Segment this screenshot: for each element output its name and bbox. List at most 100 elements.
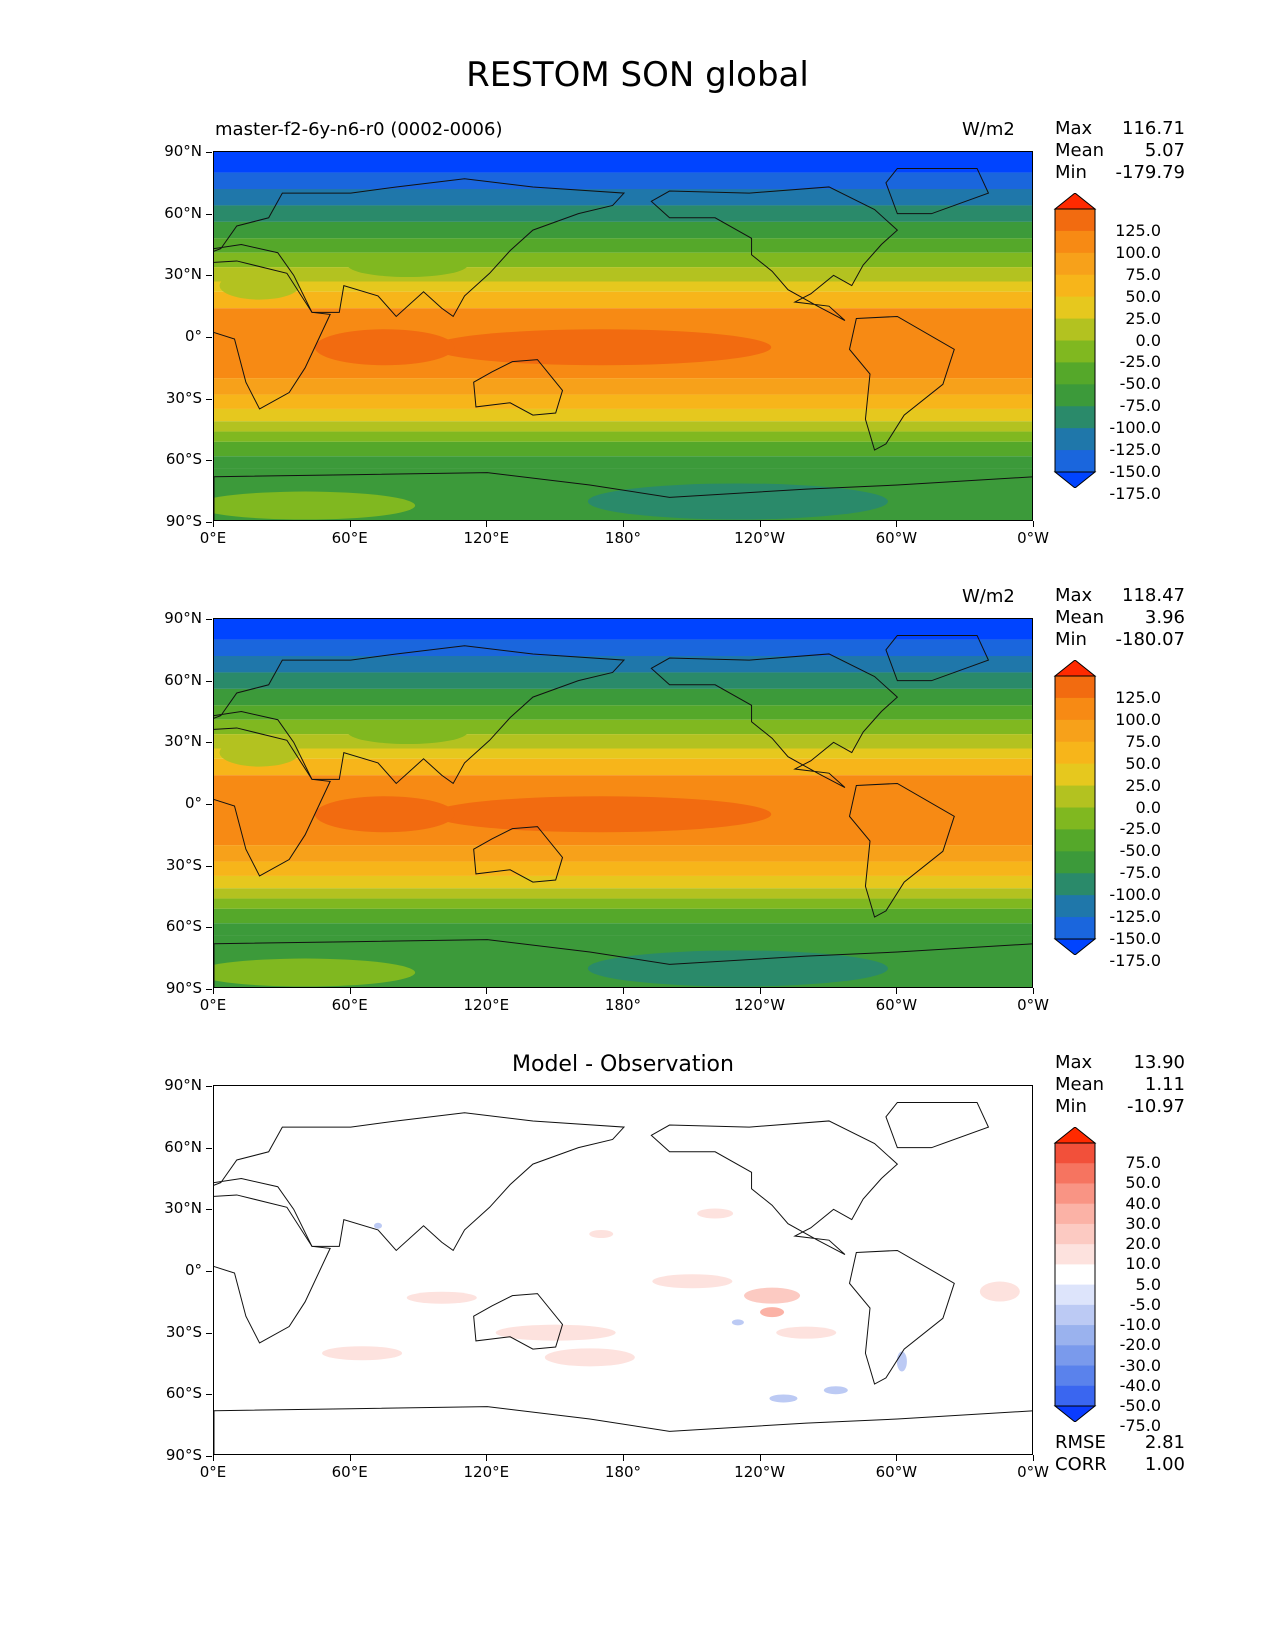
metrics-block: RMSE 2.81 CORR 1.00 bbox=[1055, 1432, 1185, 1476]
stat-label: Min bbox=[1055, 162, 1087, 183]
colorbar-tick-label: -100.0 bbox=[1109, 418, 1161, 438]
colorbar-tick-label: 40.0 bbox=[1125, 1193, 1161, 1213]
colorbar-tick-label: 50.0 bbox=[1125, 753, 1161, 773]
y-tick-label: 60°S bbox=[150, 1384, 212, 1402]
y-tick-label: 90°S bbox=[150, 512, 212, 530]
y-tick-label: 60°S bbox=[150, 450, 212, 468]
x-tick-label: 120°W bbox=[720, 988, 800, 1014]
colorbar-tick-label: 125.0 bbox=[1115, 220, 1161, 240]
y-tick-label: 90°N bbox=[150, 1076, 212, 1094]
colorbar-tick-label: 25.0 bbox=[1125, 775, 1161, 795]
colorbar-tick-label: 20.0 bbox=[1125, 1234, 1161, 1254]
x-tick-label: 180° bbox=[583, 1455, 663, 1481]
stat-label: Mean bbox=[1055, 607, 1105, 628]
x-tick-label: 0°W bbox=[993, 1455, 1073, 1481]
panel-observation: W/m2 Max 118.47 Mean 3.96 Min -180.07 125.0… bbox=[0, 585, 1275, 1035]
colorbar-tick-label: -25.0 bbox=[1119, 352, 1161, 372]
colorbar-tick-label: -30.0 bbox=[1119, 1355, 1161, 1375]
colorbar bbox=[1052, 1127, 1098, 1422]
colorbar-tick-label: 30.0 bbox=[1125, 1213, 1161, 1233]
colorbar-tick-label: -25.0 bbox=[1119, 819, 1161, 839]
colorbar-tick-label: -150.0 bbox=[1109, 929, 1161, 948]
stat-value: 3.96 bbox=[1144, 607, 1185, 628]
colorbar-tick-label: -125.0 bbox=[1109, 440, 1161, 460]
y-tick-label: 60°N bbox=[150, 204, 212, 222]
colorbar bbox=[1052, 660, 1098, 955]
x-tick-label: 60°W bbox=[856, 521, 936, 547]
stats-block: Max 116.71 Mean 5.07 Min -179.79 bbox=[1055, 118, 1185, 184]
map-plot bbox=[213, 1085, 1033, 1455]
stat-label: Mean bbox=[1055, 140, 1105, 161]
stat-value: -180.07 bbox=[1115, 629, 1185, 650]
colorbar-tick-label: 10.0 bbox=[1125, 1254, 1161, 1274]
stat-label: Max bbox=[1055, 585, 1093, 606]
x-tick-label: 180° bbox=[583, 521, 663, 547]
y-tick-label: 0° bbox=[150, 794, 212, 812]
figure-title: RESTOM SON global bbox=[466, 55, 809, 95]
colorbar-tick-label: 5.0 bbox=[1135, 1274, 1161, 1294]
stat-value: 118.47 bbox=[1122, 585, 1185, 606]
colorbar-tick-label: -20.0 bbox=[1119, 1335, 1161, 1355]
units-label: W/m2 bbox=[962, 586, 1015, 607]
panel-model: master-f2-6y-n6-r0 (0002-0006) W/m2 Max 1… bbox=[0, 118, 1275, 568]
colorbar-tick-label: -75.0 bbox=[1119, 396, 1161, 416]
colorbar bbox=[1052, 193, 1098, 488]
colorbar-tick-label: 0.0 bbox=[1135, 797, 1161, 817]
x-tick-label: 60°W bbox=[856, 988, 936, 1014]
colorbar-tick-label: -40.0 bbox=[1119, 1375, 1161, 1395]
stat-value: 13.90 bbox=[1133, 1052, 1185, 1073]
stat-label: Mean bbox=[1055, 1074, 1105, 1095]
metric-label: CORR bbox=[1055, 1454, 1107, 1475]
colorbar-tick-label: 75.0 bbox=[1125, 264, 1161, 284]
stat-value: -179.79 bbox=[1115, 162, 1185, 183]
stat-label: Max bbox=[1055, 118, 1093, 139]
x-tick-label: 0°E bbox=[173, 988, 253, 1014]
x-tick-label: 120°E bbox=[446, 988, 526, 1014]
colorbar-tick-label: -125.0 bbox=[1109, 907, 1161, 927]
x-tick-label: 60°E bbox=[310, 521, 390, 547]
colorbar-tick-label: -175.0 bbox=[1109, 950, 1161, 970]
stat-label: Max bbox=[1055, 1052, 1093, 1073]
colorbar-tick-label: -75.0 bbox=[1119, 863, 1161, 883]
y-tick-label: 90°S bbox=[150, 1446, 212, 1464]
x-tick-label: 120°E bbox=[446, 521, 526, 547]
x-tick-label: 120°E bbox=[446, 1455, 526, 1481]
colorbar-tick-label: 50.0 bbox=[1125, 286, 1161, 306]
stat-value: 116.71 bbox=[1122, 118, 1185, 139]
y-tick-label: 90°N bbox=[150, 609, 212, 627]
colorbar-tick-label: 50.0 bbox=[1125, 1173, 1161, 1193]
y-tick-label: 30°N bbox=[150, 1199, 212, 1217]
x-tick-label: 0°W bbox=[993, 521, 1073, 547]
y-tick-label: 90°N bbox=[150, 142, 212, 160]
panel-difference: Model - Observation Max 13.90 Mean 1.11 Mi… bbox=[0, 1052, 1275, 1502]
stat-value: -10.97 bbox=[1126, 1096, 1185, 1117]
colorbar-tick-label: -100.0 bbox=[1109, 885, 1161, 905]
y-tick-label: 90°S bbox=[150, 979, 212, 997]
colorbar-tick-label: 75.0 bbox=[1125, 1153, 1161, 1173]
y-tick-label: 60°N bbox=[150, 1138, 212, 1156]
stats-block: Max 13.90 Mean 1.11 Min -10.97 bbox=[1055, 1052, 1185, 1118]
x-tick-label: 0°E bbox=[173, 1455, 253, 1481]
colorbar-tick-label: -175.0 bbox=[1109, 483, 1161, 503]
colorbar-tick-label: -150.0 bbox=[1109, 462, 1161, 481]
colorbar-tick-label: -50.0 bbox=[1119, 841, 1161, 861]
colorbar-tick-label: 25.0 bbox=[1125, 308, 1161, 328]
x-tick-label: 60°E bbox=[310, 1455, 390, 1481]
colorbar-tick-label: 0.0 bbox=[1135, 330, 1161, 350]
colorbar-tick-label: -5.0 bbox=[1129, 1294, 1161, 1314]
y-tick-label: 30°S bbox=[150, 1323, 212, 1341]
map-plot bbox=[213, 151, 1033, 521]
y-tick-label: 60°S bbox=[150, 917, 212, 935]
panel-left-title: master-f2-6y-n6-r0 (0002-0006) bbox=[215, 119, 503, 140]
metric-label: RMSE bbox=[1055, 1432, 1106, 1453]
stat-value: 5.07 bbox=[1144, 140, 1185, 161]
x-tick-label: 0°E bbox=[173, 521, 253, 547]
y-tick-label: 0° bbox=[150, 1261, 212, 1279]
y-tick-label: 30°S bbox=[150, 856, 212, 874]
metric-value: 2.81 bbox=[1144, 1432, 1185, 1453]
y-tick-label: 30°S bbox=[150, 389, 212, 407]
stat-label: Min bbox=[1055, 629, 1087, 650]
y-tick-label: 30°N bbox=[150, 265, 212, 283]
colorbar-tick-label: -75.0 bbox=[1119, 1416, 1161, 1436]
colorbar-tick-label: 100.0 bbox=[1115, 242, 1161, 262]
